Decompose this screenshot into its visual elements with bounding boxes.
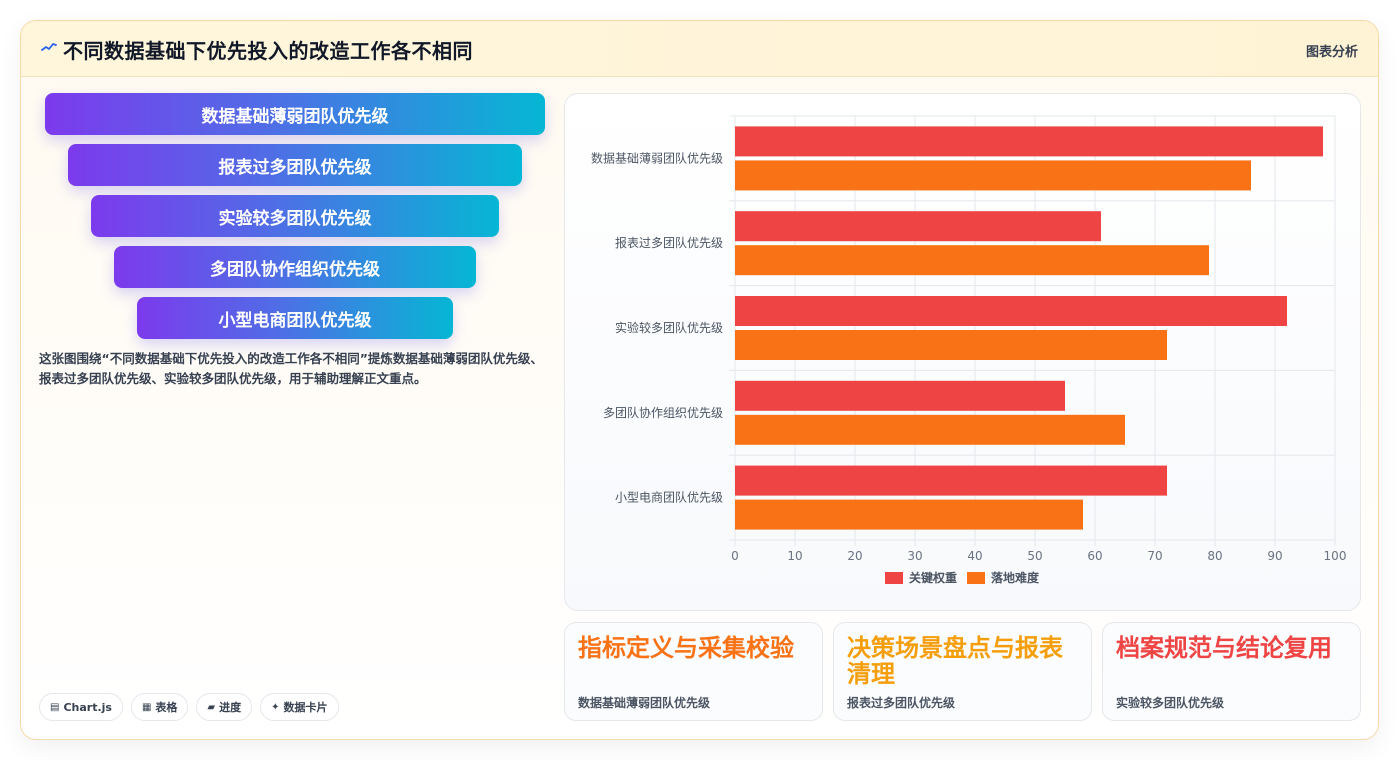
funnel-step-label: 多团队协作组织优先级 xyxy=(210,259,380,280)
header-tag: 图表分析 xyxy=(1305,45,1358,60)
funnel-step-1: 数据基础薄弱团队优先级 xyxy=(45,93,545,135)
x-tick-label: 30 xyxy=(907,549,922,563)
bar xyxy=(735,296,1287,326)
x-tick-label: 0 xyxy=(731,549,739,563)
y-category-label: 小型电商团队优先级 xyxy=(615,490,723,505)
chip-label: 表格 xyxy=(155,701,178,714)
funnel-step-4: 多团队协作组织优先级 xyxy=(114,246,476,288)
metric-card-title: 档案规范与结论复用 xyxy=(1116,634,1332,662)
legend-label: 关键权重 xyxy=(909,570,957,585)
funnel-step-5: 小型电商团队优先级 xyxy=(137,297,453,339)
metric-card-subtitle: 实验较多团队优先级 xyxy=(1116,696,1225,710)
bar xyxy=(735,380,1065,411)
metric-card-1: 指标定义与采集校验 数据基础薄弱团队优先级 xyxy=(564,622,823,721)
y-category-label: 报表过多团队优先级 xyxy=(615,235,723,250)
table-icon: ▦ xyxy=(141,701,152,713)
chip-label: Chart.js xyxy=(63,700,112,714)
chip-progress[interactable]: ▰ 进度 xyxy=(196,693,253,721)
x-tick-label: 20 xyxy=(847,549,862,563)
bar xyxy=(735,211,1101,242)
bar xyxy=(735,499,1083,530)
metric-card-subtitle: 报表过多团队优先级 xyxy=(847,696,956,710)
chip-table[interactable]: ▦ 表格 xyxy=(130,693,189,721)
funnel-step-label: 报表过多团队优先级 xyxy=(218,157,372,178)
x-tick-label: 60 xyxy=(1087,549,1102,563)
x-tick-label: 100 xyxy=(1324,549,1347,563)
x-tick-label: 70 xyxy=(1147,549,1162,563)
chip-chartjs[interactable]: ▤ Chart.js xyxy=(39,693,123,721)
sparkle-icon: ✦ xyxy=(271,701,280,713)
chip-label: 数据卡片 xyxy=(283,701,328,714)
main-card: 不同数据基础下优先投入的改造工作各不相同 图表分析 数据基础薄弱团队优先级 报表… xyxy=(20,20,1379,740)
funnel-step-2: 报表过多团队优先级 xyxy=(68,144,522,186)
chip-label: 进度 xyxy=(219,701,242,714)
page-title: 不同数据基础下优先投入的改造工作各不相同 xyxy=(63,39,473,63)
x-tick-label: 10 xyxy=(787,549,802,563)
x-tick-label: 50 xyxy=(1027,549,1042,563)
metric-card-title: 指标定义与采集校验 xyxy=(578,634,794,662)
chart-icon: ▤ xyxy=(50,701,60,713)
legend-swatch xyxy=(885,572,903,584)
progress-icon: ▰ xyxy=(207,701,216,713)
metric-card-title: 决策场景盘点与报表清理 xyxy=(847,634,1063,688)
chip-list: ▤ Chart.js ▦ 表格 ▰ 进度 ✦ 数据卡片 xyxy=(39,693,339,721)
bar-chart: 0 10 20 30 40 50 60 70 80 90 100 数据基础薄弱团队优先级报表过多团队优… xyxy=(591,115,1347,585)
bar xyxy=(735,126,1323,157)
funnel-step-label: 小型电商团队优先级 xyxy=(218,310,372,331)
chart-panel: 0 10 20 30 40 50 60 70 80 90 100 数据基础薄弱团队优先级报表过多团队优… xyxy=(564,93,1361,611)
legend-swatch xyxy=(967,572,985,584)
x-tick-label: 40 xyxy=(967,549,982,563)
bar xyxy=(735,330,1167,360)
x-tick-label: 80 xyxy=(1207,549,1222,563)
funnel-step-label: 数据基础薄弱团队优先级 xyxy=(201,106,389,127)
bar xyxy=(735,160,1251,191)
bar xyxy=(735,245,1209,276)
chip-data-card[interactable]: ✦ 数据卡片 xyxy=(260,693,339,721)
y-category-label: 数据基础薄弱团队优先级 xyxy=(591,150,723,165)
y-category-label: 多团队协作组织优先级 xyxy=(603,405,723,420)
bar xyxy=(735,414,1125,445)
legend-label: 落地难度 xyxy=(991,570,1040,585)
metric-card-3: 档案规范与结论复用 实验较多团队优先级 xyxy=(1102,622,1361,721)
metric-card-2: 决策场景盘点与报表清理 报表过多团队优先级 xyxy=(833,622,1092,721)
funnel-step-3: 实验较多团队优先级 xyxy=(91,195,499,237)
description: 这张图围绕“不同数据基础下优先投入的改造工作各不相同”提炼数据基础薄弱团队优先级… xyxy=(39,351,543,386)
funnel-step-label: 实验较多团队优先级 xyxy=(218,208,372,229)
metric-card-subtitle: 数据基础薄弱团队优先级 xyxy=(578,696,711,710)
sparkline-icon xyxy=(41,43,57,51)
header: 不同数据基础下优先投入的改造工作各不相同 图表分析 xyxy=(21,21,1378,77)
bar xyxy=(735,465,1167,496)
y-category-label: 实验较多团队优先级 xyxy=(615,320,723,335)
x-tick-label: 90 xyxy=(1267,549,1282,563)
